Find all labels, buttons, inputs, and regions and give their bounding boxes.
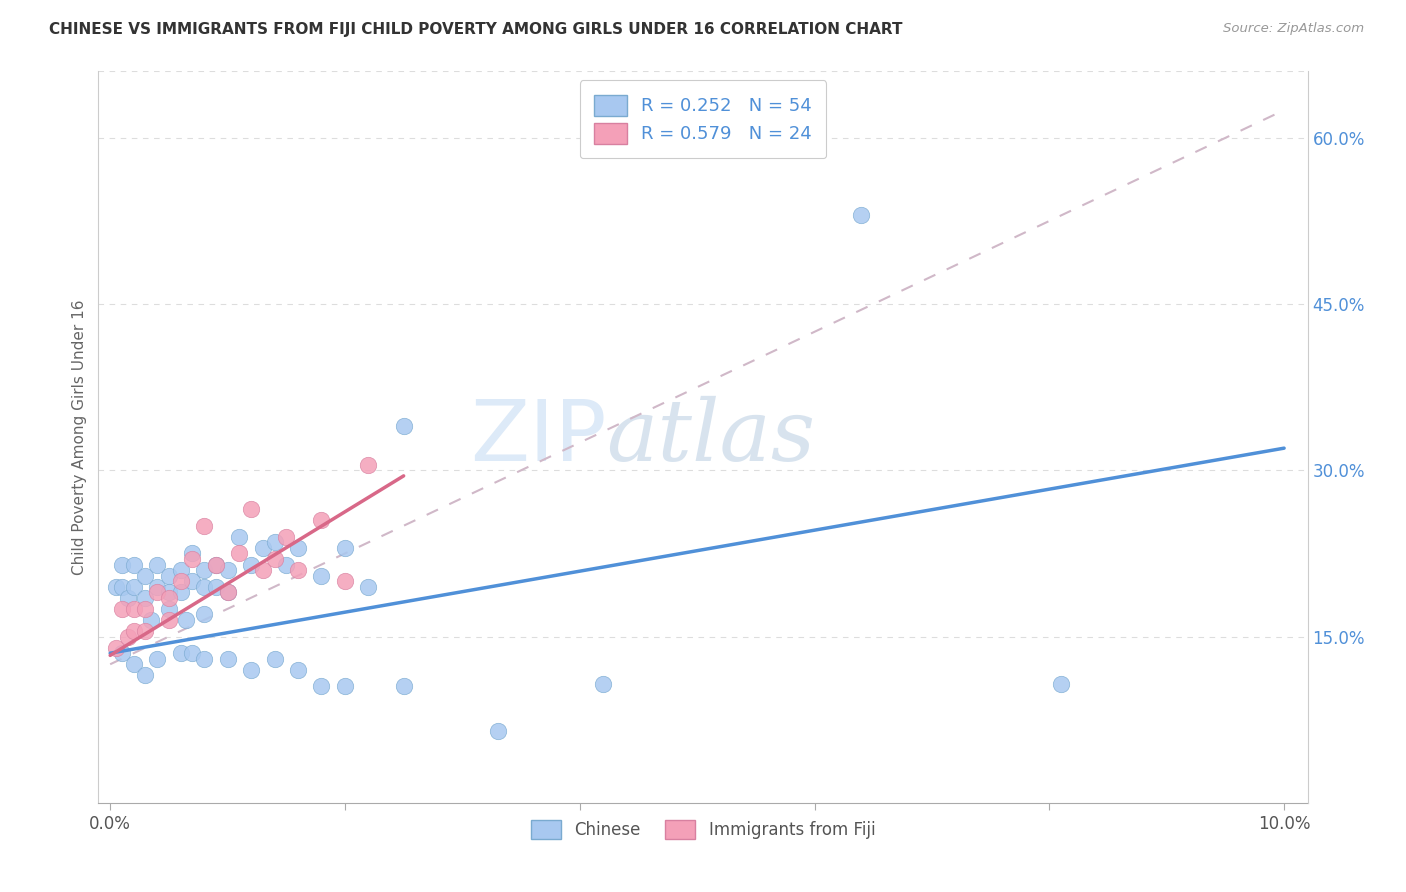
Point [122, 624, 145, 638]
Point [157, 568, 180, 582]
Point [193, 580, 215, 594]
Point [240, 558, 263, 572]
Point [157, 585, 180, 599]
Point [217, 651, 239, 665]
Point [146, 585, 169, 599]
Point [146, 651, 169, 665]
Point [240, 663, 263, 677]
Point [333, 541, 356, 555]
Text: CHINESE VS IMMIGRANTS FROM FIJI CHILD POVERTY AMONG GIRLS UNDER 16 CORRELATION C: CHINESE VS IMMIGRANTS FROM FIJI CHILD PO… [49, 22, 903, 37]
Point [204, 580, 226, 594]
Point [357, 458, 380, 472]
Point [240, 502, 263, 516]
Point [217, 563, 239, 577]
Point [157, 591, 180, 605]
Point [134, 602, 156, 616]
Point [122, 657, 145, 672]
Point [157, 602, 180, 616]
Point [181, 574, 204, 589]
Point [193, 518, 215, 533]
Point [311, 568, 333, 582]
Point [311, 680, 333, 694]
Point [592, 677, 614, 691]
Point [134, 591, 156, 605]
Point [851, 209, 873, 223]
Point [111, 646, 134, 660]
Point [122, 580, 145, 594]
Point [111, 580, 134, 594]
Point [181, 546, 204, 560]
Point [276, 530, 298, 544]
Point [486, 723, 509, 738]
Point [287, 663, 309, 677]
Point [252, 563, 274, 577]
Point [146, 558, 169, 572]
Y-axis label: Child Poverty Among Girls Under 16: Child Poverty Among Girls Under 16 [72, 300, 87, 574]
Point [134, 624, 156, 638]
Point [252, 541, 274, 555]
Point [392, 680, 415, 694]
Point [217, 585, 239, 599]
Point [134, 668, 156, 682]
Point [287, 541, 309, 555]
Point [105, 640, 128, 655]
Point [1050, 677, 1073, 691]
Point [228, 546, 250, 560]
Point [122, 558, 145, 572]
Point [169, 585, 191, 599]
Point [217, 585, 239, 599]
Point [204, 558, 226, 572]
Point [146, 580, 169, 594]
Text: atlas: atlas [606, 396, 815, 478]
Point [169, 574, 191, 589]
Point [117, 591, 139, 605]
Point [357, 580, 380, 594]
Point [134, 568, 156, 582]
Point [204, 558, 226, 572]
Text: Source: ZipAtlas.com: Source: ZipAtlas.com [1223, 22, 1364, 36]
Point [105, 580, 128, 594]
Point [181, 552, 204, 566]
Point [311, 513, 333, 527]
Point [193, 651, 215, 665]
Point [157, 613, 180, 627]
Point [287, 563, 309, 577]
Point [169, 646, 191, 660]
Point [263, 552, 285, 566]
Point [169, 563, 191, 577]
Point [228, 530, 250, 544]
Point [111, 558, 134, 572]
Point [117, 630, 139, 644]
Point [333, 574, 356, 589]
Point [263, 535, 285, 549]
Point [181, 646, 204, 660]
Text: ZIP: ZIP [470, 395, 606, 479]
Legend: Chinese, Immigrants from Fiji: Chinese, Immigrants from Fiji [524, 814, 882, 846]
Point [176, 613, 198, 627]
Point [141, 613, 163, 627]
Point [193, 563, 215, 577]
Point [263, 651, 285, 665]
Point [193, 607, 215, 622]
Point [276, 558, 298, 572]
Point [333, 680, 356, 694]
Point [392, 419, 415, 434]
Point [111, 602, 134, 616]
Point [122, 602, 145, 616]
